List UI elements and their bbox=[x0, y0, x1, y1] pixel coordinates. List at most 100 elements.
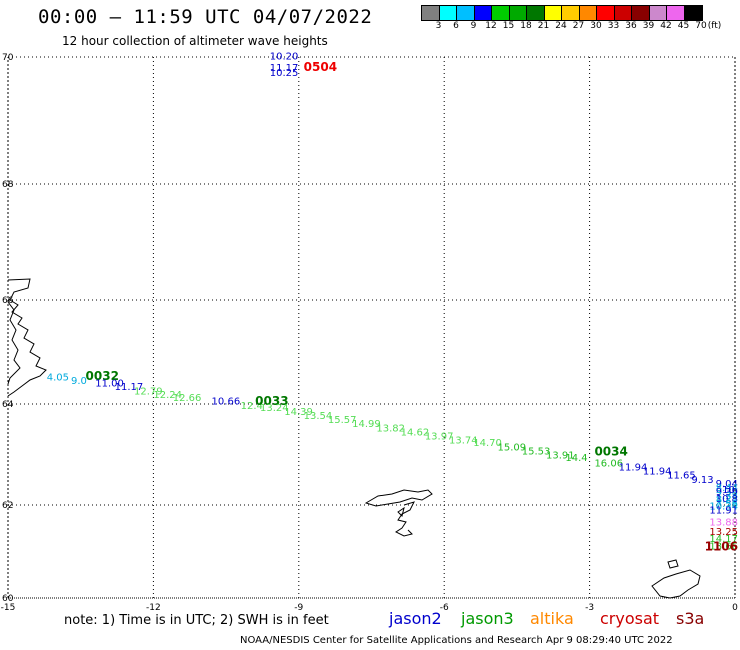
map-note: note: 1) Time is in UTC; 2) SWH is in fe… bbox=[64, 613, 329, 628]
wave-height-label: 11.94 bbox=[619, 463, 648, 474]
faroe-islands bbox=[364, 489, 433, 507]
color-swatch bbox=[492, 6, 510, 20]
color-scale-label: 15 bbox=[502, 21, 515, 31]
faroe-islets bbox=[395, 501, 415, 537]
wave-height-label: 9.04 bbox=[716, 479, 738, 490]
legend-jason2: jason2 bbox=[389, 609, 442, 628]
wave-height-label: 14.70 bbox=[473, 438, 502, 449]
color-swatch bbox=[667, 6, 685, 20]
wave-height-label: 11.17 bbox=[115, 382, 144, 393]
pass-id-label: 0504 bbox=[304, 60, 337, 74]
color-scale-label: 9 bbox=[470, 21, 477, 31]
axis-labels: 70 68 66 64 62 60-15 -12 -9 -6 -3 0 bbox=[1, 53, 738, 613]
wave-height-label: 13.91 bbox=[546, 451, 575, 462]
wave-height-label: 12.79 bbox=[134, 387, 163, 398]
color-scale-bar bbox=[421, 5, 703, 21]
color-scale-label: 39 bbox=[642, 21, 655, 31]
wave-height-label: 10.34 bbox=[709, 502, 738, 513]
wave-height-label: 10. bbox=[722, 485, 738, 496]
lon-tick-label: -6 bbox=[440, 603, 449, 613]
faroe-islet bbox=[397, 506, 405, 517]
pass-id-label: 0032 bbox=[86, 369, 119, 383]
credit-line: NOAA/NESDIS Center for Satellite Applica… bbox=[240, 635, 673, 646]
lat-tick-label: 70 bbox=[2, 53, 14, 63]
lon-tick-label: -9 bbox=[294, 603, 303, 613]
wave-height-label: 11.94 bbox=[643, 467, 672, 478]
wave-height-label: 10.20 bbox=[270, 52, 299, 63]
wave-height-label: 8.44 bbox=[716, 483, 738, 494]
color-swatch bbox=[439, 6, 457, 20]
wave-height-label: 15.57 bbox=[328, 415, 357, 426]
wave-height-label: 13.82 bbox=[376, 423, 405, 434]
wave-height-label: 14.99 bbox=[352, 419, 381, 430]
wave-height-label: 11.00 bbox=[95, 378, 124, 389]
coastlines bbox=[7, 278, 701, 599]
wave-height-label: 14.62 bbox=[401, 427, 430, 438]
color-scale-label: 24 bbox=[555, 21, 567, 31]
lat-tick-label: 60 bbox=[2, 594, 14, 604]
wave-height-label: 15.53 bbox=[522, 447, 551, 458]
wave-height-label: 13.97 bbox=[425, 431, 454, 442]
wave-height-label: 14.39 bbox=[284, 407, 313, 418]
lat-lon-grid bbox=[7, 56, 736, 599]
color-swatch bbox=[649, 6, 667, 20]
pass-id-label: 0034 bbox=[594, 445, 627, 459]
color-scale-label: 33 bbox=[607, 21, 620, 31]
map-subtitle: 12 hour collection of altimeter wave hei… bbox=[62, 34, 328, 48]
lat-tick-label: 68 bbox=[2, 180, 14, 190]
color-swatch bbox=[562, 6, 580, 20]
map-frame bbox=[7, 56, 736, 599]
color-swatch bbox=[527, 6, 545, 20]
iceland-coastline bbox=[7, 278, 47, 397]
shetland-islands bbox=[651, 569, 701, 599]
wave-height-label: 11.65 bbox=[667, 471, 696, 482]
color-swatch bbox=[632, 6, 650, 20]
wave-height-label: 16.06 bbox=[594, 459, 623, 470]
wave-height-label: 13.24 bbox=[260, 403, 289, 414]
color-swatch bbox=[579, 6, 597, 20]
color-swatch bbox=[684, 6, 702, 20]
wave-height-label: 10.66 bbox=[212, 397, 241, 408]
wave-height-label: 12.4 bbox=[241, 401, 263, 412]
lat-tick-label: 66 bbox=[2, 296, 14, 306]
legend-cryosat: cryosat bbox=[600, 609, 660, 628]
color-swatch bbox=[614, 6, 632, 20]
wave-height-label: 11.17 bbox=[270, 63, 299, 74]
wave-height-label: 14.17 bbox=[709, 534, 738, 545]
wave-height-label: 7.38 bbox=[716, 491, 738, 502]
color-scale-label: 18 bbox=[520, 21, 532, 31]
wave-height-label: 7.56 bbox=[716, 499, 738, 510]
wave-height-label: 13.74 bbox=[449, 435, 478, 446]
wave-height-label: 8.22 bbox=[716, 494, 738, 505]
color-swatch bbox=[544, 6, 562, 20]
shetland-islet bbox=[667, 559, 679, 569]
legend-s3a: s3a bbox=[676, 609, 705, 628]
map-title: 00:00 – 11:59 UTC 04/07/2022 bbox=[38, 6, 373, 28]
color-swatch bbox=[422, 6, 440, 20]
wave-height-label: 10.25 bbox=[270, 68, 299, 79]
lon-tick-label: 0 bbox=[732, 603, 738, 613]
wave-height-label: 12.24 bbox=[153, 390, 182, 401]
lon-tick-label: -3 bbox=[585, 603, 594, 613]
color-swatch bbox=[509, 6, 527, 20]
color-swatch bbox=[597, 6, 615, 20]
legend-altika: altika bbox=[530, 609, 574, 628]
lon-tick-label: -12 bbox=[146, 603, 161, 613]
color-scale-label: 30 bbox=[590, 21, 602, 31]
color-scale-label: 21 bbox=[537, 21, 550, 31]
wave-height-label: 14.4 bbox=[565, 453, 587, 464]
legend-jason3: jason3 bbox=[461, 609, 514, 628]
iceland-coastline-inner bbox=[7, 301, 21, 385]
wave-height-label: 13.88 bbox=[709, 517, 738, 528]
wave-height-label: 9.13 bbox=[691, 475, 713, 486]
wave-height-label: 9.0 bbox=[71, 376, 87, 387]
wave-height-label: 13.54 bbox=[304, 411, 333, 422]
color-scale-label: 12 bbox=[485, 21, 497, 31]
color-scale-label: 70 bbox=[695, 21, 707, 31]
wave-height-label: 15.09 bbox=[498, 442, 527, 453]
wave-height-label: 9.39 bbox=[716, 487, 738, 498]
wave-height-label: 4.05 bbox=[47, 373, 69, 384]
color-scale-label: 3 bbox=[435, 21, 442, 31]
lon-tick-label: -15 bbox=[1, 603, 16, 613]
